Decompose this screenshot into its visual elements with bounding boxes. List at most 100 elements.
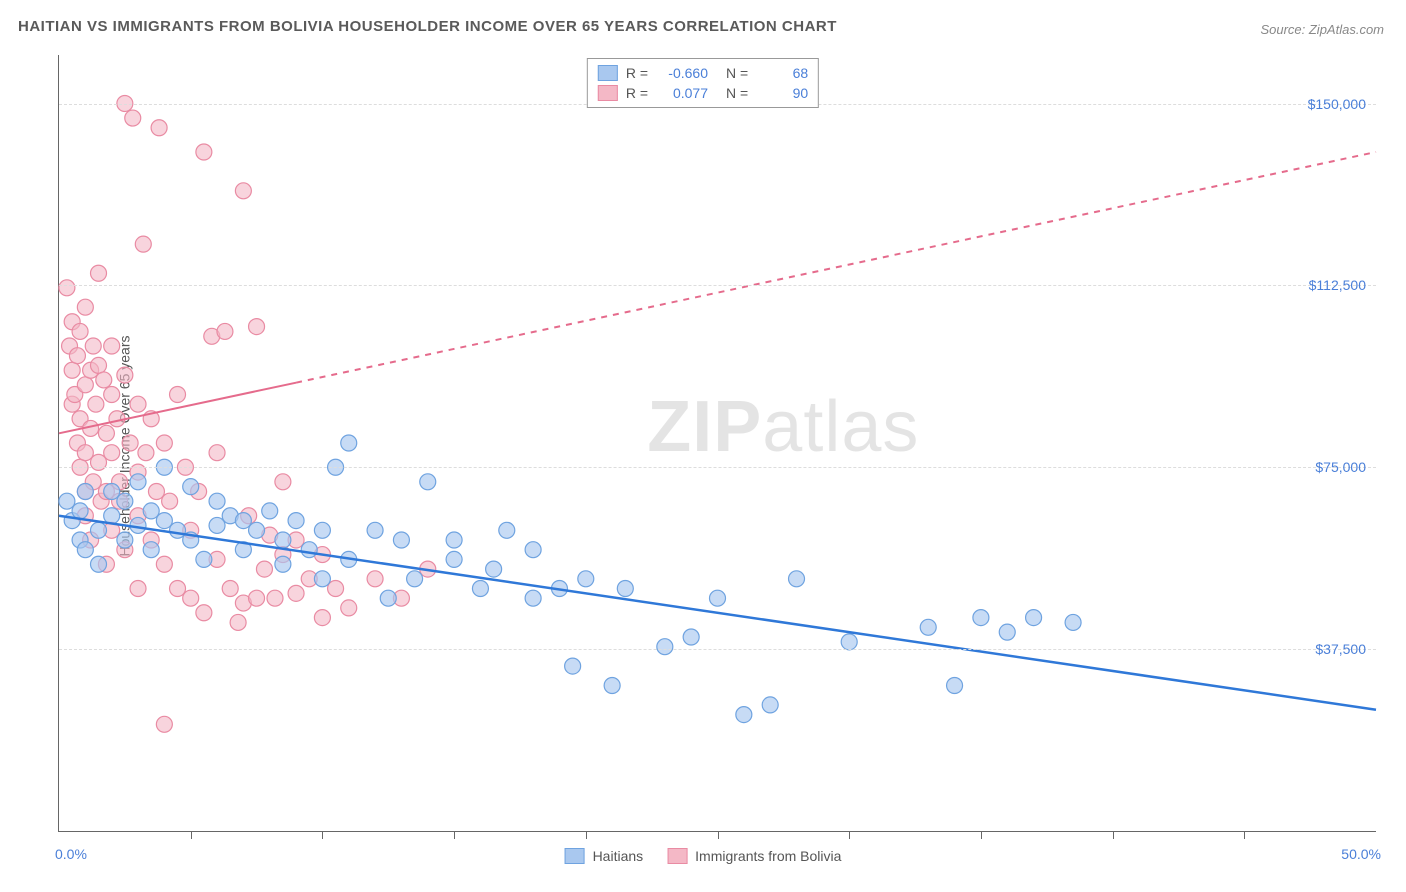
x-tick — [718, 831, 719, 839]
scatter-point — [156, 435, 172, 451]
source-label: Source: ZipAtlas.com — [1260, 22, 1384, 37]
scatter-point — [973, 610, 989, 626]
scatter-point — [98, 425, 114, 441]
scatter-point — [420, 474, 436, 490]
scatter-point — [314, 522, 330, 538]
scatter-point — [209, 517, 225, 533]
y-tick-label: $37,500 — [1315, 641, 1366, 657]
scatter-point — [920, 619, 936, 635]
scatter-point — [446, 532, 462, 548]
scatter-point — [117, 367, 133, 383]
y-tick-label: $75,000 — [1315, 459, 1366, 475]
scatter-point — [249, 319, 265, 335]
scatter-point — [314, 571, 330, 587]
scatter-point — [77, 445, 93, 461]
scatter-point — [196, 144, 212, 160]
scatter-point — [148, 484, 164, 500]
plot-area: ZIPatlas $37,500$75,000$112,500$150,000 — [58, 55, 1376, 832]
scatter-point — [156, 513, 172, 529]
scatter-point — [256, 561, 272, 577]
scatter-point — [117, 493, 133, 509]
stat-n-label: N = — [726, 85, 748, 101]
scatter-point — [341, 600, 357, 616]
chart-container: HAITIAN VS IMMIGRANTS FROM BOLIVIA HOUSE… — [0, 0, 1406, 892]
scatter-point — [130, 396, 146, 412]
scatter-point — [196, 605, 212, 621]
scatter-point — [104, 387, 120, 403]
scatter-point — [135, 236, 151, 252]
scatter-point — [104, 445, 120, 461]
scatter-point — [525, 590, 541, 606]
scatter-point — [288, 585, 304, 601]
x-tick — [322, 831, 323, 839]
scatter-point — [565, 658, 581, 674]
scatter-point — [249, 522, 265, 538]
scatter-point — [130, 581, 146, 597]
scatter-point — [222, 581, 238, 597]
scatter-point — [499, 522, 515, 538]
scatter-point — [1065, 614, 1081, 630]
scatter-point — [275, 474, 291, 490]
scatter-point — [77, 299, 93, 315]
scatter-point — [393, 532, 409, 548]
scatter-point — [170, 581, 186, 597]
stat-n-label: N = — [726, 65, 748, 81]
scatter-point — [104, 484, 120, 500]
scatter-point — [88, 396, 104, 412]
scatter-point — [91, 357, 107, 373]
x-tick — [1113, 831, 1114, 839]
scatter-point — [96, 372, 112, 388]
scatter-point — [472, 581, 488, 597]
scatter-point — [143, 503, 159, 519]
legend-swatch — [598, 85, 618, 101]
scatter-point — [162, 493, 178, 509]
legend-item: Immigrants from Bolivia — [667, 848, 841, 864]
x-axis-max-label: 50.0% — [1341, 846, 1381, 862]
scatter-point — [151, 120, 167, 136]
scatter-point — [72, 503, 88, 519]
scatter-point — [736, 707, 752, 723]
scatter-point — [1026, 610, 1042, 626]
scatter-point — [367, 571, 383, 587]
scatter-point — [138, 445, 154, 461]
scatter-point — [91, 556, 107, 572]
chart-title: HAITIAN VS IMMIGRANTS FROM BOLIVIA HOUSE… — [18, 18, 837, 35]
legend-label: Haitians — [593, 848, 644, 864]
scatter-point — [77, 377, 93, 393]
scatter-point — [407, 571, 423, 587]
scatter-point — [69, 348, 85, 364]
scatter-point — [525, 542, 541, 558]
scatter-point — [328, 581, 344, 597]
scatter-point — [91, 522, 107, 538]
scatter-point — [446, 551, 462, 567]
x-tick — [981, 831, 982, 839]
scatter-point — [125, 110, 141, 126]
scatter-point — [183, 590, 199, 606]
legend-swatch — [667, 848, 687, 864]
stats-legend-row: R =0.077N =90 — [598, 83, 808, 103]
scatter-point — [275, 532, 291, 548]
scatter-point — [301, 542, 317, 558]
scatter-point — [235, 183, 251, 199]
scatter-point — [183, 479, 199, 495]
x-axis-min-label: 0.0% — [55, 846, 87, 862]
scatter-point — [314, 610, 330, 626]
scatter-point — [217, 323, 233, 339]
scatter-point — [275, 556, 291, 572]
stats-legend-row: R =-0.660N =68 — [598, 63, 808, 83]
scatter-point — [209, 493, 225, 509]
scatter-point — [999, 624, 1015, 640]
gridline — [59, 649, 1376, 650]
scatter-point — [104, 508, 120, 524]
stat-r-label: R = — [626, 65, 648, 81]
scatter-point — [72, 323, 88, 339]
scatter-point — [249, 590, 265, 606]
scatter-point — [59, 280, 75, 296]
scatter-point — [341, 435, 357, 451]
scatter-point — [380, 590, 396, 606]
trend-line-dashed — [296, 152, 1376, 383]
scatter-point — [77, 484, 93, 500]
x-tick — [1244, 831, 1245, 839]
trend-line — [59, 516, 1376, 710]
x-tick — [191, 831, 192, 839]
